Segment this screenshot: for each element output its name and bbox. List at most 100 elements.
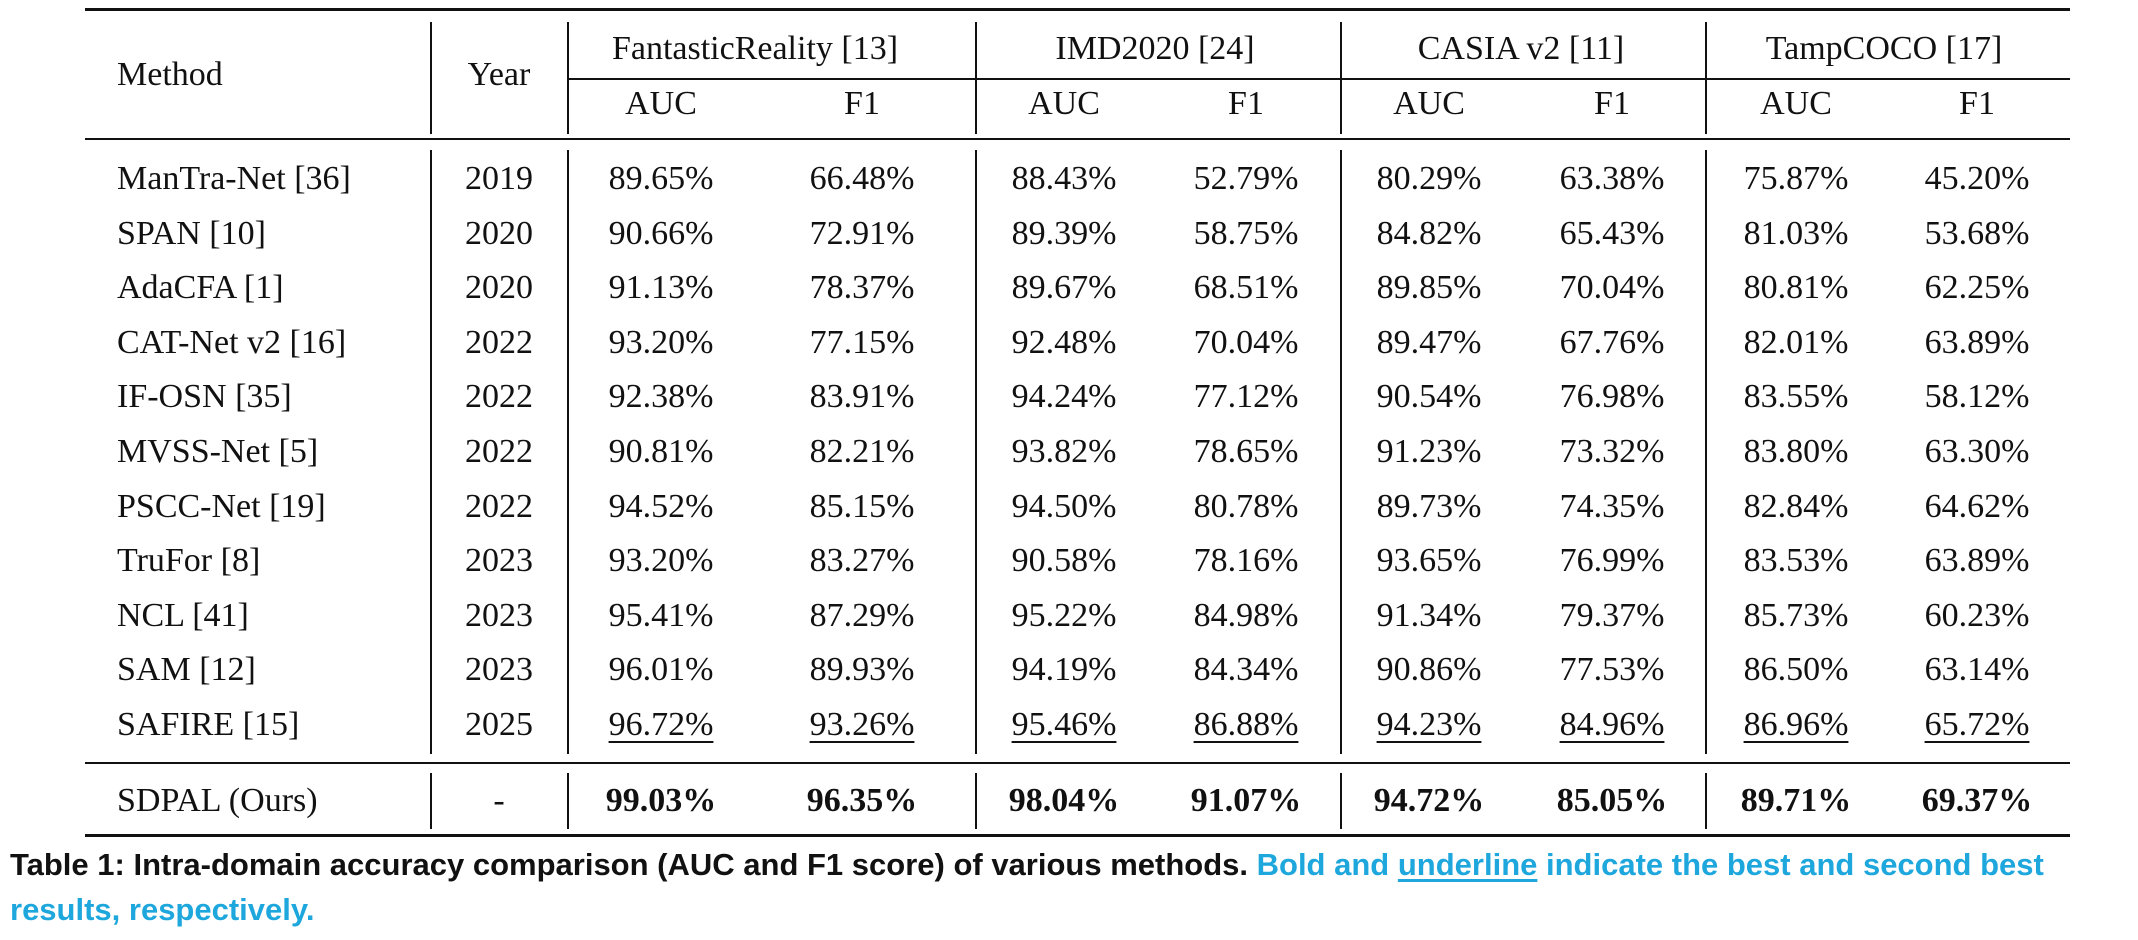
- value-cell: 63.89%: [1924, 542, 2030, 579]
- value-cell: 63.30%: [1924, 433, 2030, 470]
- value-cell: 89.85%: [1376, 269, 1482, 306]
- year-cell: -: [493, 782, 505, 819]
- year-cell: 2019: [465, 160, 533, 197]
- value-cell: 90.66%: [608, 215, 714, 252]
- column-divider: [1705, 773, 1707, 829]
- metric-header: F1: [1228, 85, 1264, 122]
- column-divider: [430, 773, 432, 829]
- value-cell: 84.34%: [1193, 651, 1299, 688]
- value-cell: 83.27%: [809, 542, 915, 579]
- header-rule: [85, 138, 2070, 140]
- method-cell: ManTra-Net [36]: [117, 160, 351, 197]
- table-caption: Table 1: Intra-domain accuracy compariso…: [10, 842, 2130, 932]
- value-cell: 90.58%: [1011, 542, 1117, 579]
- value-cell: 89.93%: [809, 651, 915, 688]
- value-cell: 90.54%: [1376, 378, 1482, 415]
- value-cell: 68.51%: [1193, 269, 1299, 306]
- value-cell: 78.37%: [809, 269, 915, 306]
- value-cell: 80.29%: [1376, 160, 1482, 197]
- column-divider: [567, 773, 569, 829]
- value-cell: 64.62%: [1924, 488, 2030, 525]
- year-cell: 2022: [465, 433, 533, 470]
- year-cell: 2022: [465, 324, 533, 361]
- value-cell: 77.12%: [1193, 378, 1299, 415]
- value-cell: 79.37%: [1559, 597, 1665, 634]
- value-cell: 98.04%: [1008, 782, 1120, 819]
- ours-separator-rule: [85, 762, 2070, 764]
- value-cell: 73.32%: [1559, 433, 1665, 470]
- value-cell: 72.91%: [809, 215, 915, 252]
- column-divider: [975, 22, 977, 134]
- metric-header: F1: [844, 85, 880, 122]
- value-cell: 95.46%: [1011, 706, 1117, 743]
- value-cell: 76.98%: [1559, 378, 1665, 415]
- metric-header: F1: [1594, 85, 1630, 122]
- value-cell: 52.79%: [1193, 160, 1299, 197]
- value-cell: 88.43%: [1011, 160, 1117, 197]
- value-cell: 76.99%: [1559, 542, 1665, 579]
- value-cell: 66.48%: [809, 160, 915, 197]
- column-divider: [975, 773, 977, 829]
- value-cell: 93.65%: [1376, 542, 1482, 579]
- method-cell: SAFIRE [15]: [117, 706, 300, 743]
- value-cell: 63.89%: [1924, 324, 2030, 361]
- value-cell: 69.37%: [1921, 782, 2033, 819]
- value-cell: 45.20%: [1924, 160, 2030, 197]
- metric-rule: [567, 78, 2070, 80]
- top-rule: [85, 8, 2070, 11]
- value-cell: 96.01%: [608, 651, 714, 688]
- value-cell: 92.48%: [1011, 324, 1117, 361]
- value-cell: 94.52%: [608, 488, 714, 525]
- value-cell: 84.98%: [1193, 597, 1299, 634]
- method-cell: MVSS-Net [5]: [117, 433, 319, 470]
- value-cell: 83.80%: [1743, 433, 1849, 470]
- dataset-header: TampCOCO [17]: [1765, 30, 2003, 67]
- value-cell: 80.78%: [1193, 488, 1299, 525]
- value-cell: 87.29%: [809, 597, 915, 634]
- column-divider: [1705, 22, 1707, 134]
- value-cell: 70.04%: [1559, 269, 1665, 306]
- value-cell: 77.53%: [1559, 651, 1665, 688]
- value-cell: 96.35%: [806, 782, 918, 819]
- value-cell: 86.88%: [1193, 706, 1299, 743]
- column-divider: [1340, 150, 1342, 754]
- year-cell: 2023: [465, 651, 533, 688]
- value-cell: 85.15%: [809, 488, 915, 525]
- value-cell: 96.72%: [608, 706, 714, 743]
- value-cell: 84.96%: [1559, 706, 1665, 743]
- value-cell: 89.65%: [608, 160, 714, 197]
- value-cell: 94.24%: [1011, 378, 1117, 415]
- value-cell: 95.22%: [1011, 597, 1117, 634]
- metric-header: AUC: [1760, 85, 1832, 122]
- column-divider: [430, 22, 432, 134]
- method-cell: TruFor [8]: [117, 542, 261, 579]
- value-cell: 91.23%: [1376, 433, 1482, 470]
- column-divider: [567, 150, 569, 754]
- year-cell: 2025: [465, 706, 533, 743]
- value-cell: 93.82%: [1011, 433, 1117, 470]
- caption-note: Bold and: [1256, 847, 1390, 882]
- caption-underline-word: underline: [1397, 847, 1538, 882]
- value-cell: 85.73%: [1743, 597, 1849, 634]
- year-cell: 2020: [465, 215, 533, 252]
- year-cell: 2022: [465, 488, 533, 525]
- value-cell: 93.20%: [608, 324, 714, 361]
- value-cell: 94.23%: [1376, 706, 1482, 743]
- value-cell: 93.26%: [809, 706, 915, 743]
- value-cell: 89.71%: [1740, 782, 1852, 819]
- column-divider: [430, 150, 432, 754]
- method-cell: AdaCFA [1]: [117, 269, 284, 306]
- dataset-header: IMD2020 [24]: [1055, 30, 1255, 67]
- column-divider: [567, 22, 569, 134]
- year-cell: 2023: [465, 597, 533, 634]
- year-cell: 2020: [465, 269, 533, 306]
- value-cell: 83.53%: [1743, 542, 1849, 579]
- column-divider: [1340, 22, 1342, 134]
- value-cell: 83.55%: [1743, 378, 1849, 415]
- metric-header: AUC: [625, 85, 697, 122]
- value-cell: 75.87%: [1743, 160, 1849, 197]
- method-cell: NCL [41]: [117, 597, 249, 634]
- method-cell: SDPAL (Ours): [117, 782, 318, 819]
- value-cell: 91.07%: [1190, 782, 1302, 819]
- metric-header: AUC: [1028, 85, 1100, 122]
